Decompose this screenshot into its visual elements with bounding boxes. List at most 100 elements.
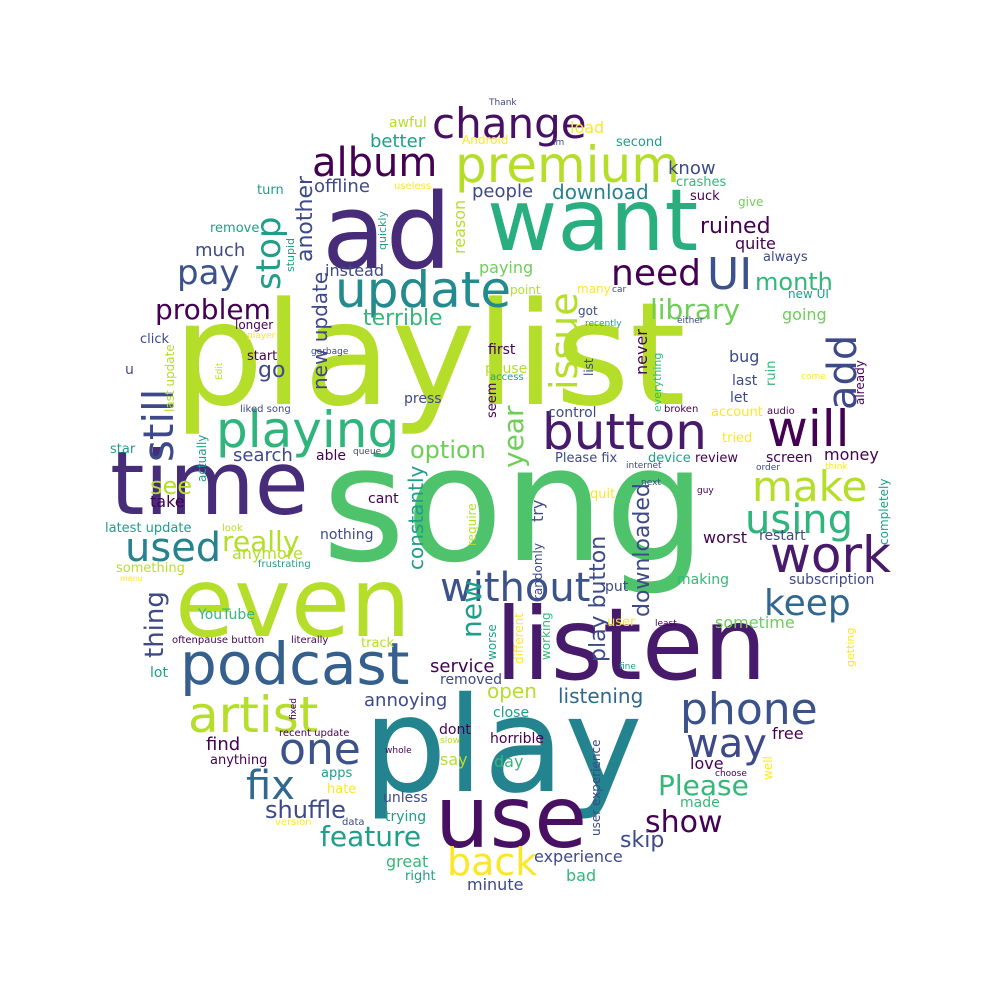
word-u: u: [125, 362, 134, 378]
word-fix: fix: [246, 763, 295, 809]
word-feature: feature: [320, 820, 422, 853]
word-quickly: quickly: [376, 211, 389, 250]
word-reason: reason: [450, 199, 469, 254]
word-album: album: [312, 140, 438, 186]
word-already: already: [853, 360, 867, 405]
word-song: song: [322, 411, 707, 598]
word-actually: actually: [195, 434, 209, 482]
word-premium: premium: [455, 136, 680, 194]
word-look: look: [222, 523, 243, 534]
word-worst: worst: [703, 528, 748, 547]
word-longer: longer: [235, 318, 274, 332]
word-let: let: [730, 390, 748, 406]
word-button: button: [542, 403, 707, 461]
word-terrible: terrible: [363, 306, 443, 331]
word-list: list: [582, 358, 596, 376]
word-month: month: [755, 268, 833, 296]
word-open: open: [487, 679, 537, 703]
word-literally: literally: [291, 635, 329, 646]
word-lot: lot: [150, 665, 168, 681]
word-second: second: [616, 135, 663, 150]
word-fixed: fixed: [289, 698, 299, 720]
word-menu: menu: [120, 574, 143, 583]
word-play-button: play button: [586, 535, 611, 662]
word-im: im: [553, 138, 565, 148]
word-pay: pay: [177, 253, 240, 293]
word-anymore: anymore: [232, 544, 303, 563]
word-keep: keep: [764, 583, 851, 624]
word-stupid: stupid: [284, 237, 297, 272]
word-pause: pause: [485, 361, 528, 377]
word-free: free: [772, 724, 804, 743]
word-love: love: [690, 754, 724, 773]
word-money: money: [824, 445, 879, 464]
word-update: update: [335, 261, 512, 319]
word-podcast: podcast: [180, 630, 410, 698]
word-car: car: [612, 285, 627, 295]
word-review: review: [695, 451, 738, 466]
word-new-ui: new UI: [788, 287, 829, 301]
word-show: show: [645, 805, 723, 840]
word-right: right: [405, 869, 436, 884]
word-listening: listening: [558, 684, 644, 708]
word-broken: broken: [664, 404, 699, 415]
word-offline: offline: [314, 176, 370, 197]
word-bug: bug: [729, 347, 760, 366]
word-completely: completely: [877, 478, 891, 546]
word-take: take: [150, 492, 185, 511]
word-instead: instead: [325, 261, 384, 280]
word-awful: awful: [389, 115, 427, 131]
word-removed: removed: [440, 672, 503, 688]
word-apps: apps: [321, 766, 353, 781]
word-crashes: crashes: [676, 175, 727, 190]
word-making: making: [677, 572, 729, 588]
word-subscription: subscription: [789, 572, 875, 588]
word-playing: playing: [216, 401, 400, 459]
word-last: last: [732, 373, 758, 389]
word-ruined: ruined: [700, 214, 771, 239]
word-please-fix: Please fix: [555, 451, 618, 466]
word-try: try: [528, 499, 547, 522]
word-restart: restart: [759, 528, 806, 544]
word-constantly: constantly: [404, 465, 428, 570]
word-used: used: [125, 525, 222, 571]
word-version: version: [275, 817, 312, 828]
word-press: press: [404, 391, 442, 407]
word-user: user: [607, 615, 636, 630]
word-say: say: [440, 750, 468, 769]
word-download: download: [552, 180, 649, 204]
word-everything: everything: [651, 352, 664, 412]
word-come: come: [801, 372, 826, 382]
word-least: least: [655, 619, 677, 629]
word-last-update: last update: [163, 344, 177, 412]
word-go: go: [258, 358, 286, 383]
word-ruin: ruin: [764, 360, 779, 386]
word-hate: hate: [327, 782, 357, 797]
word-experience: experience: [534, 847, 623, 866]
word-start: start: [247, 349, 278, 364]
word-tried: tried: [722, 431, 753, 446]
word-never: never: [632, 329, 651, 375]
word-will: will: [767, 400, 850, 458]
word-annoying: annoying: [364, 690, 448, 711]
word-use: use: [435, 768, 588, 868]
word-way: way: [686, 721, 767, 767]
word-great: great: [386, 852, 429, 871]
word-see: see: [150, 472, 193, 500]
word-made: made: [680, 795, 720, 811]
word-much: much: [195, 240, 246, 261]
word-bad: bad: [566, 866, 597, 885]
word-remove: remove: [210, 221, 260, 236]
word-skip: skip: [620, 828, 665, 853]
word-listen: listen: [495, 586, 767, 703]
word-put: put: [605, 579, 629, 595]
word-require: require: [465, 503, 479, 546]
word-working: working: [539, 612, 553, 660]
word-playlist: playlist: [173, 271, 686, 438]
word-back: back: [447, 840, 538, 884]
word-load: load: [570, 118, 605, 137]
word-make: make: [752, 462, 868, 511]
word-always: always: [763, 250, 808, 265]
word-library: library: [650, 293, 741, 326]
